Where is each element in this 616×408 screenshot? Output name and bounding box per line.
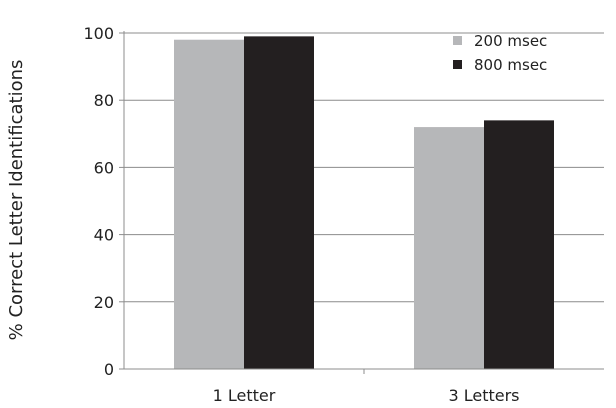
bar-3-letters-800-msec (484, 120, 554, 369)
legend-swatch-800-msec (453, 60, 462, 69)
axes (119, 31, 604, 374)
bar-1-letter-800-msec (244, 36, 314, 370)
y-tick-label-60: 60 (94, 158, 114, 177)
bar-1-letter-200-msec (174, 39, 244, 369)
y-tick-labels: 0 20 40 60 80 100 (83, 24, 114, 379)
legend-label-200-msec: 200 msec (474, 32, 547, 50)
x-category-labels: 1 Letter 3 Letters (213, 386, 520, 405)
x-category-label: 3 Letters (448, 386, 519, 405)
legend-swatch-200-msec (453, 36, 462, 45)
y-axis-title: % Correct Letter Identifications (6, 60, 27, 341)
y-tick-label-100: 100 (83, 24, 114, 43)
y-tick-label-40: 40 (94, 226, 114, 245)
bar-3-letters-200-msec (414, 127, 484, 369)
legend: 200 msec 800 msec (453, 32, 547, 74)
y-tick-label-0: 0 (104, 360, 114, 379)
y-tick-label-20: 20 (94, 293, 114, 312)
y-tick-label-80: 80 (94, 91, 114, 110)
bars (174, 36, 554, 370)
x-category-label: 1 Letter (213, 386, 276, 405)
legend-label-800-msec: 800 msec (474, 56, 547, 74)
